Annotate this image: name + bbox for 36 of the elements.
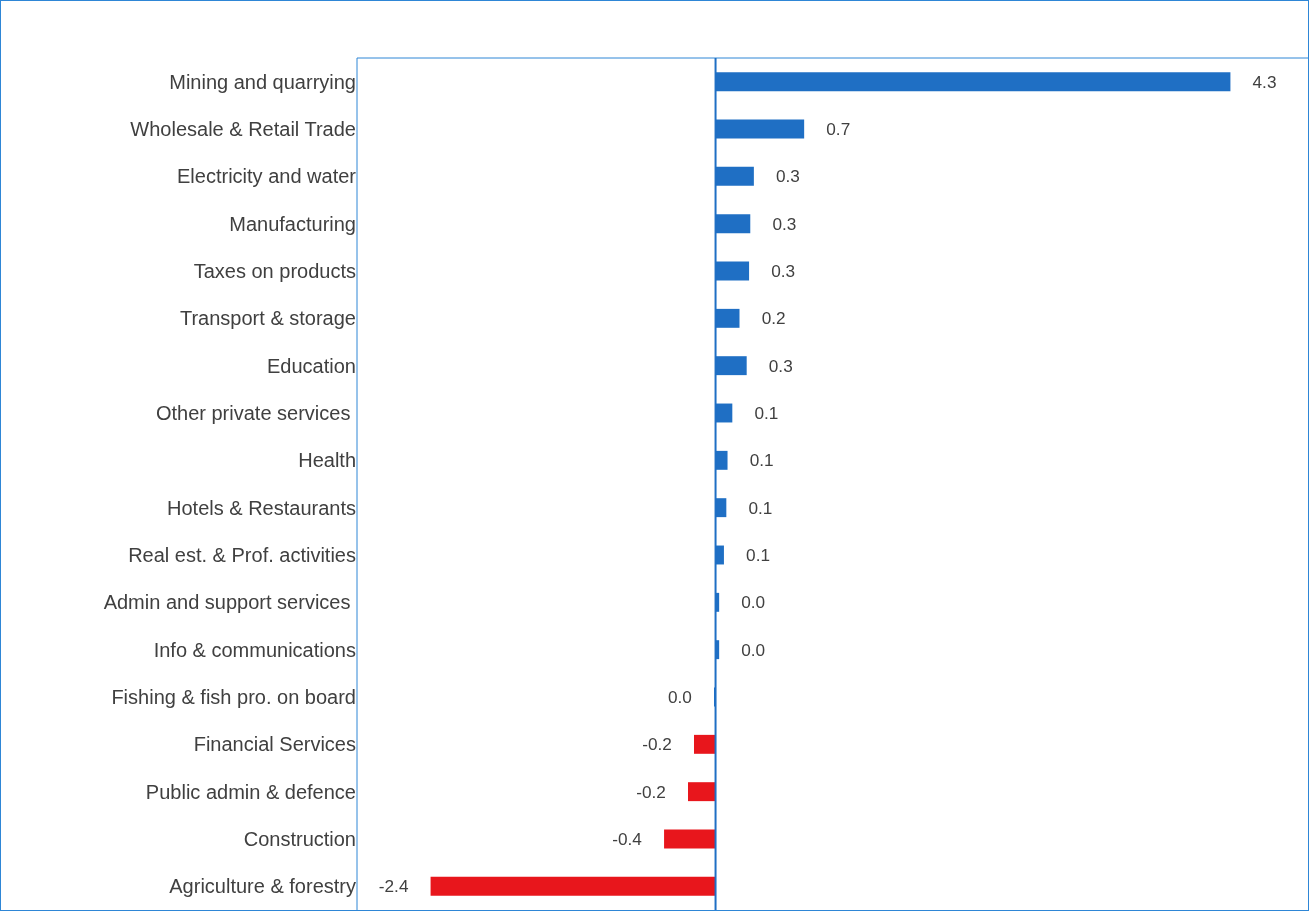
data-label: 4.3: [1233, 71, 1277, 92]
y-tick-label: Agriculture & forestry: [169, 875, 356, 898]
y-tick-label: Electricity and water: [177, 165, 357, 188]
data-label: 0.1: [735, 403, 779, 424]
y-tick-label: Info & communications: [153, 638, 356, 661]
data-label: 0.3: [756, 166, 800, 187]
y-tick-label: Public admin & defence: [145, 780, 356, 803]
y-tick-label: Fishing & fish pro. on board: [111, 686, 356, 708]
y-tick-label: Construction: [243, 828, 356, 850]
data-label: 0.3: [749, 355, 793, 376]
y-tick-label: Health: [298, 449, 356, 472]
data-label: 0.1: [730, 450, 774, 471]
data-label: 0.1: [726, 545, 770, 566]
y-tick-label: Admin and support services: [103, 591, 356, 614]
y-tick-label: Manufacturing: [229, 212, 356, 235]
data-label: 0.2: [742, 308, 786, 329]
y-tick-label: Transport & storage: [179, 307, 356, 330]
y-tick-label: Financial Services: [193, 733, 356, 756]
data-label: 0.0: [667, 687, 711, 708]
data-label: 0.3: [753, 213, 797, 234]
y-tick-label: Real est. & Prof. activities: [128, 544, 356, 566]
y-tick-label: Other private services: [155, 402, 356, 424]
y-tick-label: Education: [267, 354, 356, 377]
data-label: -2.4: [378, 876, 428, 897]
y-tick-label: Wholesale & Retail Trade: [130, 118, 356, 140]
data-label: 0.3: [752, 261, 796, 282]
data-label: 0.7: [807, 119, 851, 140]
data-label: -0.2: [636, 781, 685, 802]
y-tick-label: Taxes on products: [193, 260, 356, 282]
data-label: -0.2: [642, 734, 691, 755]
data-label: -0.4: [612, 829, 662, 850]
y-tick-label: Mining and quarrying: [169, 70, 356, 93]
data-label: 0.0: [722, 592, 766, 613]
data-label: 0.0: [722, 639, 766, 660]
y-tick-label: Hotels & Restaurants: [167, 496, 356, 519]
data-label: 0.1: [729, 497, 773, 518]
